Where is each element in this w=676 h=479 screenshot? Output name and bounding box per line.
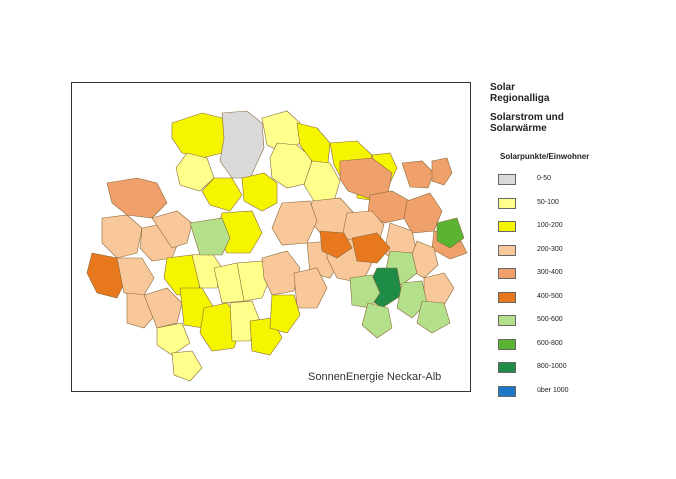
district-area[interactable] (271, 200, 318, 246)
legend-label: 0-50 (537, 175, 552, 182)
legend-swatch (498, 362, 516, 373)
district-area[interactable] (351, 232, 391, 264)
legend-swatch (498, 386, 516, 397)
legend-swatch (498, 315, 516, 326)
legend-swatch (498, 292, 516, 303)
district-area[interactable] (436, 217, 465, 249)
district-area[interactable] (151, 210, 193, 249)
district-area[interactable] (241, 172, 278, 212)
district-area[interactable] (423, 272, 455, 306)
legend-label: 800-1000 (537, 363, 567, 370)
district-area[interactable] (175, 152, 215, 192)
district-area[interactable] (236, 260, 271, 302)
legend-label: 500-600 (537, 316, 563, 323)
district-area[interactable] (293, 267, 328, 309)
legend-title-line-1: Solar (490, 82, 516, 93)
district-area[interactable] (319, 230, 353, 259)
district-area[interactable] (401, 160, 435, 189)
legend-swatch (498, 198, 516, 209)
legend-title-line-2: Regionalliga (490, 93, 550, 104)
district-area[interactable] (101, 214, 143, 259)
district-area[interactable] (106, 177, 168, 219)
legend-item: 500-600 (498, 315, 578, 328)
legend-item: 50-100 (498, 198, 578, 211)
legend-label: 200-300 (537, 246, 563, 253)
legend-label: 100-200 (537, 222, 563, 229)
legend-item: 400-500 (498, 292, 578, 305)
legend-label: 300-400 (537, 269, 563, 276)
district-area[interactable] (171, 350, 203, 382)
district-area[interactable] (349, 274, 381, 309)
legend-swatch (498, 268, 516, 279)
district-area[interactable] (143, 287, 183, 329)
district-area[interactable] (189, 217, 231, 256)
legend-item: über 1000 (498, 386, 578, 399)
legend-label: 50-100 (537, 199, 559, 206)
legend-label: 400-500 (537, 293, 563, 300)
legend-subtitle-line-1: Solarstrom und (490, 112, 564, 123)
district-area[interactable] (156, 322, 191, 356)
legend-swatch (498, 174, 516, 185)
legend-item: 200-300 (498, 245, 578, 258)
legend-swatch (498, 221, 516, 232)
legend-label: 600-800 (537, 340, 563, 347)
map-source-label: SonnenEnergie Neckar-Alb (308, 371, 442, 383)
legend-item: 800-1000 (498, 362, 578, 375)
legend-item: 0-50 (498, 174, 578, 187)
solar-map[interactable] (72, 83, 470, 391)
legend-item: 600-800 (498, 339, 578, 352)
legend-label: über 1000 (537, 387, 569, 394)
district-area[interactable] (269, 142, 313, 189)
district-area[interactable] (261, 250, 301, 296)
district-area[interactable] (416, 300, 451, 334)
district-area[interactable] (219, 110, 265, 179)
legend-swatch (498, 245, 516, 256)
district-area[interactable] (361, 302, 393, 339)
district-area[interactable] (431, 157, 453, 186)
district-area[interactable] (403, 192, 443, 234)
legend-subtitle-line-2: Solarwärme (490, 123, 547, 134)
district-area[interactable] (396, 280, 428, 319)
legend-item: 300-400 (498, 268, 578, 281)
map-frame: SonnenEnergie Neckar-Alb (71, 82, 471, 392)
legend-item: 100-200 (498, 221, 578, 234)
district-area[interactable] (201, 177, 243, 212)
legend-heading: Solarpunkte/Einwohner (500, 152, 590, 161)
district-area[interactable] (116, 257, 155, 296)
legend-swatch (498, 339, 516, 350)
district-area[interactable] (269, 294, 301, 334)
